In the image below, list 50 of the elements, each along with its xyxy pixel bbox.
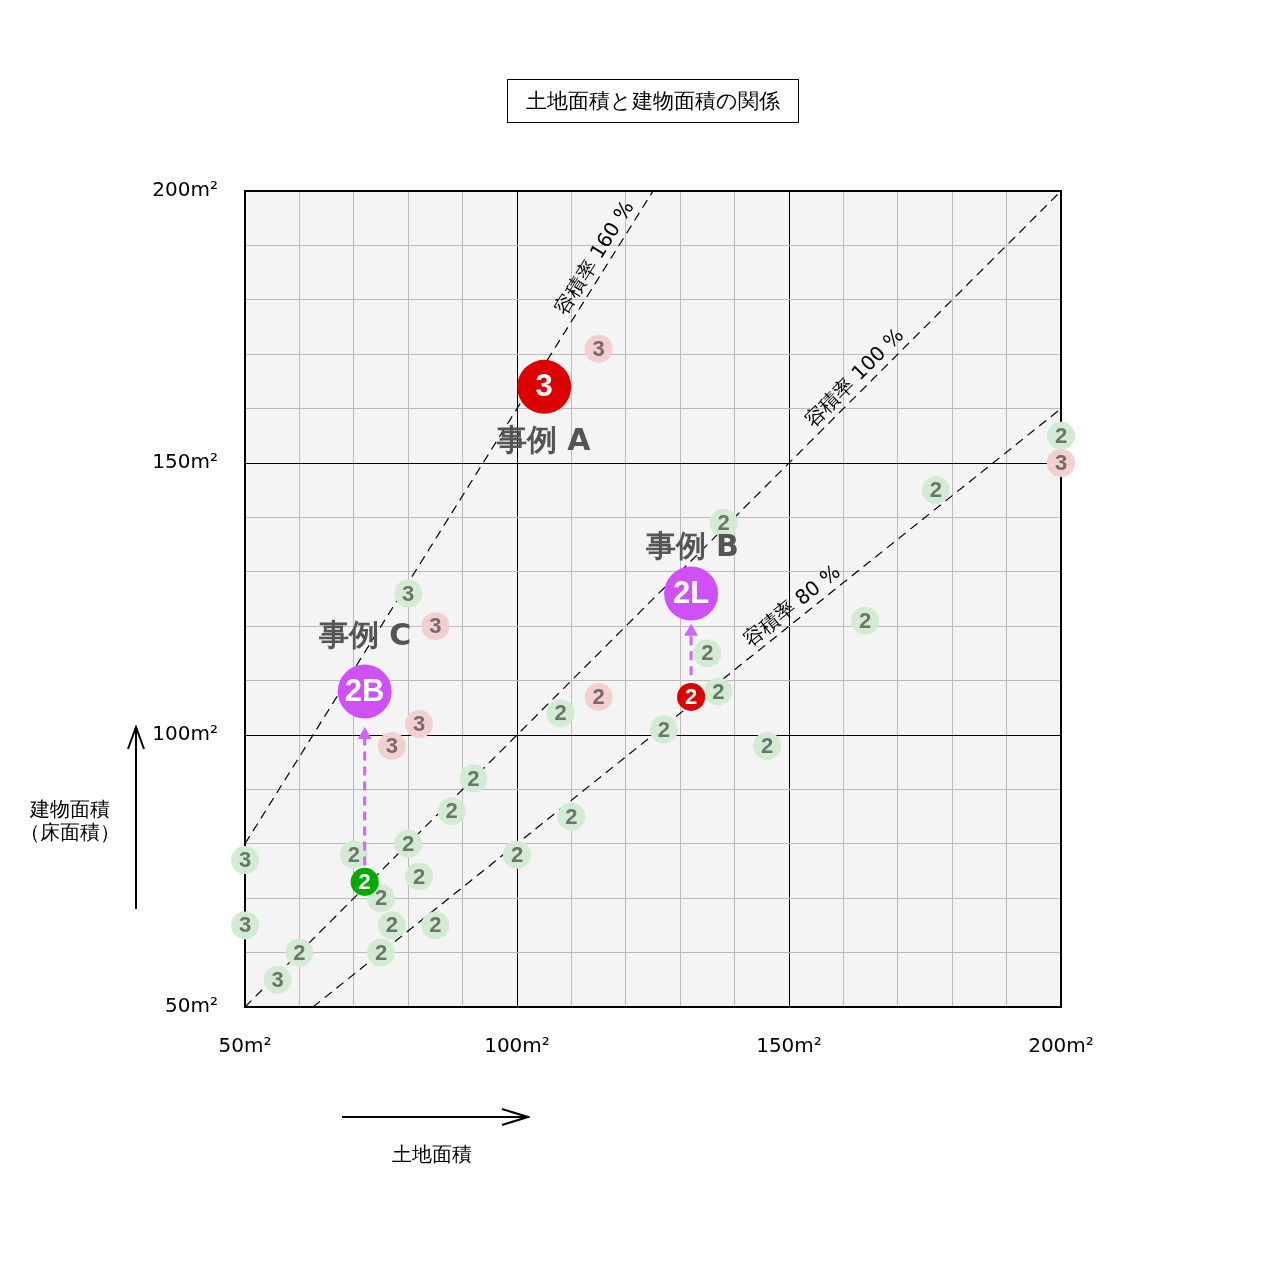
annotation: 2B	[344, 673, 385, 709]
y-tick-label: 50m²	[165, 993, 218, 1018]
y-tick-label: 150m²	[152, 449, 218, 474]
annotation: 2	[657, 716, 671, 742]
annotation: 3	[385, 732, 399, 758]
annotation: 2	[929, 477, 943, 503]
annotation: 2	[374, 939, 388, 965]
annotation: 2	[565, 803, 578, 829]
annotation: 2	[717, 509, 730, 535]
annotation: 3	[592, 335, 605, 361]
x-axis-title: 土地面積	[391, 1142, 473, 1166]
annotation: 3	[238, 912, 252, 938]
annotation: 3	[238, 847, 252, 873]
annotation: 2	[445, 798, 458, 824]
annotation: 2	[510, 841, 524, 867]
annotation: 3	[1054, 450, 1068, 476]
annotation: 2	[374, 885, 388, 911]
y-axis-title: 建物面積（床面積）	[19, 797, 121, 844]
annotation: 3	[429, 613, 442, 639]
x-tick-label: 100m²	[484, 1033, 550, 1058]
annotation: 2	[385, 912, 399, 938]
annotation: 3	[535, 368, 553, 404]
annotation: 2	[412, 863, 426, 889]
annotation: 2	[712, 678, 725, 704]
annotation: 2	[1054, 422, 1068, 448]
annotation: 2	[467, 765, 480, 791]
annotation: 3	[402, 580, 415, 606]
annotation: 2	[402, 830, 415, 856]
annotation: 2	[429, 912, 442, 938]
annotation: 2	[761, 732, 774, 758]
annotation: 2	[592, 683, 605, 709]
annotation: 2	[859, 607, 872, 633]
annotation: 2	[684, 683, 698, 709]
x-tick-label: 200m²	[1028, 1033, 1094, 1058]
x-tick-label: 150m²	[756, 1033, 822, 1058]
text: 容積率 80 %	[738, 559, 845, 652]
annotation: 2	[358, 868, 371, 894]
y-tick-label: 200m²	[152, 177, 218, 202]
annotation: 2L	[672, 575, 710, 611]
annotation: 2	[347, 841, 360, 867]
x-tick-label: 50m²	[218, 1033, 272, 1058]
y-tick-label: 100m²	[152, 721, 218, 746]
annotation: 3	[412, 711, 426, 737]
annotation: 3	[271, 966, 284, 992]
annotation: 2	[293, 939, 306, 965]
annotation: 事例 C	[317, 617, 412, 653]
text: 容積率 100 %	[799, 322, 909, 432]
annotation: 2	[554, 700, 567, 726]
annotation: 2	[701, 640, 714, 666]
chart-title: 土地面積と建物面積の関係	[507, 79, 799, 123]
